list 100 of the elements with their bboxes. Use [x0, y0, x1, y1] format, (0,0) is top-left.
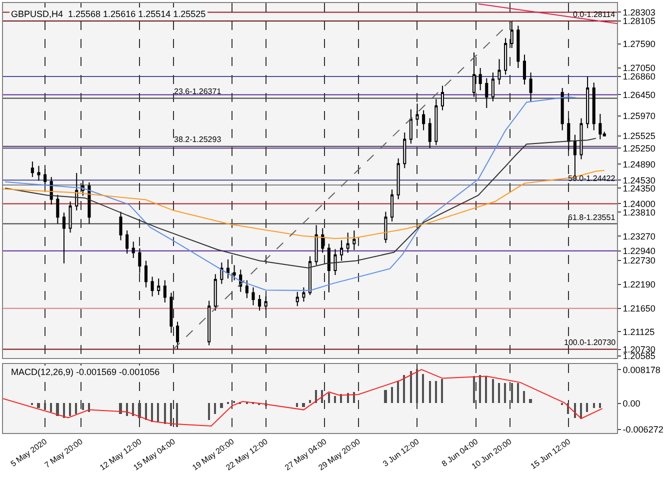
- bar: [302, 403, 305, 408]
- bar: [151, 403, 153, 422]
- candlestick: [498, 58, 501, 85]
- y-tick-label: 1.25970: [622, 111, 656, 122]
- candlestick: [598, 113, 602, 140]
- text: GBPUSD,H4 1.25568 1.25616 1.25514 1.25525: [11, 9, 206, 19]
- candlestick: [560, 88, 564, 131]
- candlestick: [252, 286, 255, 306]
- candlestick: [510, 20, 514, 48]
- candlestick: [396, 158, 400, 200]
- annotation: 61.8-1.23551: [568, 213, 616, 222]
- candlestick: [88, 182, 91, 224]
- candlestick: [44, 168, 47, 186]
- candlestick: [592, 82, 596, 131]
- bar: [145, 403, 147, 420]
- candlestick: [232, 264, 236, 281]
- y-tick-label: 1.22190: [622, 279, 656, 290]
- candlestick: [62, 212, 66, 264]
- candlestick: [119, 211, 122, 241]
- candlestick: [302, 286, 306, 302]
- bar: [498, 383, 500, 404]
- y-tick-label: 1.25250: [622, 143, 656, 154]
- bar: [353, 392, 355, 404]
- candlestick: [478, 67, 482, 91]
- candlestick: [144, 260, 148, 288]
- candlestick: [472, 52, 476, 98]
- bar: [416, 369, 418, 404]
- y-tick-label: 1.28303: [622, 7, 656, 18]
- candlestick: [504, 38, 508, 76]
- bar: [315, 390, 317, 404]
- candlestick: [132, 241, 135, 259]
- bar: [328, 393, 330, 404]
- annotation: 23.6-1.26371: [174, 87, 222, 96]
- bar: [479, 375, 481, 404]
- candlestick: [403, 132, 406, 169]
- bar: [397, 381, 399, 404]
- bar: [410, 371, 412, 404]
- bar: [37, 403, 40, 408]
- bar: [157, 403, 159, 422]
- candlestick: [314, 224, 318, 266]
- candlestick: [30, 160, 34, 178]
- bar: [599, 403, 601, 408]
- y-tick-label: 1.26450: [622, 90, 656, 100]
- candlestick: [567, 118, 570, 151]
- bar: [586, 403, 588, 412]
- bar: [492, 379, 494, 404]
- candlestick: [214, 274, 217, 312]
- bar: [75, 403, 77, 414]
- bar: [44, 403, 46, 410]
- candlestick: [75, 172, 78, 211]
- bar: [511, 383, 513, 404]
- candlestick: [170, 292, 173, 334]
- candlestick: [352, 230, 356, 251]
- bar: [523, 391, 525, 404]
- bar: [176, 403, 178, 428]
- y-tick-label: 1.24530: [622, 175, 656, 186]
- candlestick: [163, 280, 166, 304]
- bar: [529, 399, 532, 404]
- y-tick-label: 0.008178: [622, 364, 660, 375]
- bar: [435, 381, 437, 404]
- candlestick: [296, 291, 299, 307]
- y-tick-label: 1.21125: [622, 326, 655, 337]
- y-tick-label: 1.27590: [622, 39, 656, 50]
- candlestick: [522, 54, 526, 85]
- bar: [504, 383, 506, 404]
- bar: [214, 403, 216, 414]
- candlestick: [516, 25, 520, 68]
- bar: [321, 390, 323, 404]
- bar: [119, 403, 122, 414]
- candlestick: [491, 72, 494, 102]
- bar: [574, 403, 576, 418]
- bar: [441, 379, 443, 404]
- candlestick: [321, 228, 324, 254]
- annotation: 0.0-1.28114: [573, 10, 616, 19]
- bar: [473, 376, 475, 404]
- bar: [422, 374, 424, 404]
- bar: [384, 390, 387, 404]
- y-tick-label: 1.22940: [622, 246, 656, 256]
- y-tick-label: -0.006272: [622, 424, 664, 435]
- y-tick-label: 1.24890: [622, 159, 656, 170]
- y-tick-label: 1.20730: [622, 344, 656, 354]
- bar: [309, 400, 311, 404]
- bar: [164, 403, 166, 424]
- y-tick-label: 1.21650: [622, 303, 656, 314]
- bar: [334, 396, 336, 404]
- candlestick: [346, 232, 350, 254]
- bar: [208, 403, 210, 420]
- line-series: [3, 369, 603, 426]
- y-tick-label: 1.23270: [622, 231, 656, 242]
- bar: [69, 403, 71, 416]
- candlestick: [440, 85, 444, 111]
- bar: [593, 403, 595, 408]
- candlestick: [264, 296, 268, 310]
- bar: [403, 375, 405, 404]
- candlestick: [81, 180, 84, 196]
- y-tick-label: 1.26860: [622, 72, 656, 82]
- y-tick-label: 1.25525: [622, 131, 656, 142]
- candlestick: [37, 165, 40, 182]
- candlestick: [56, 194, 60, 224]
- candlestick: [68, 201, 72, 234]
